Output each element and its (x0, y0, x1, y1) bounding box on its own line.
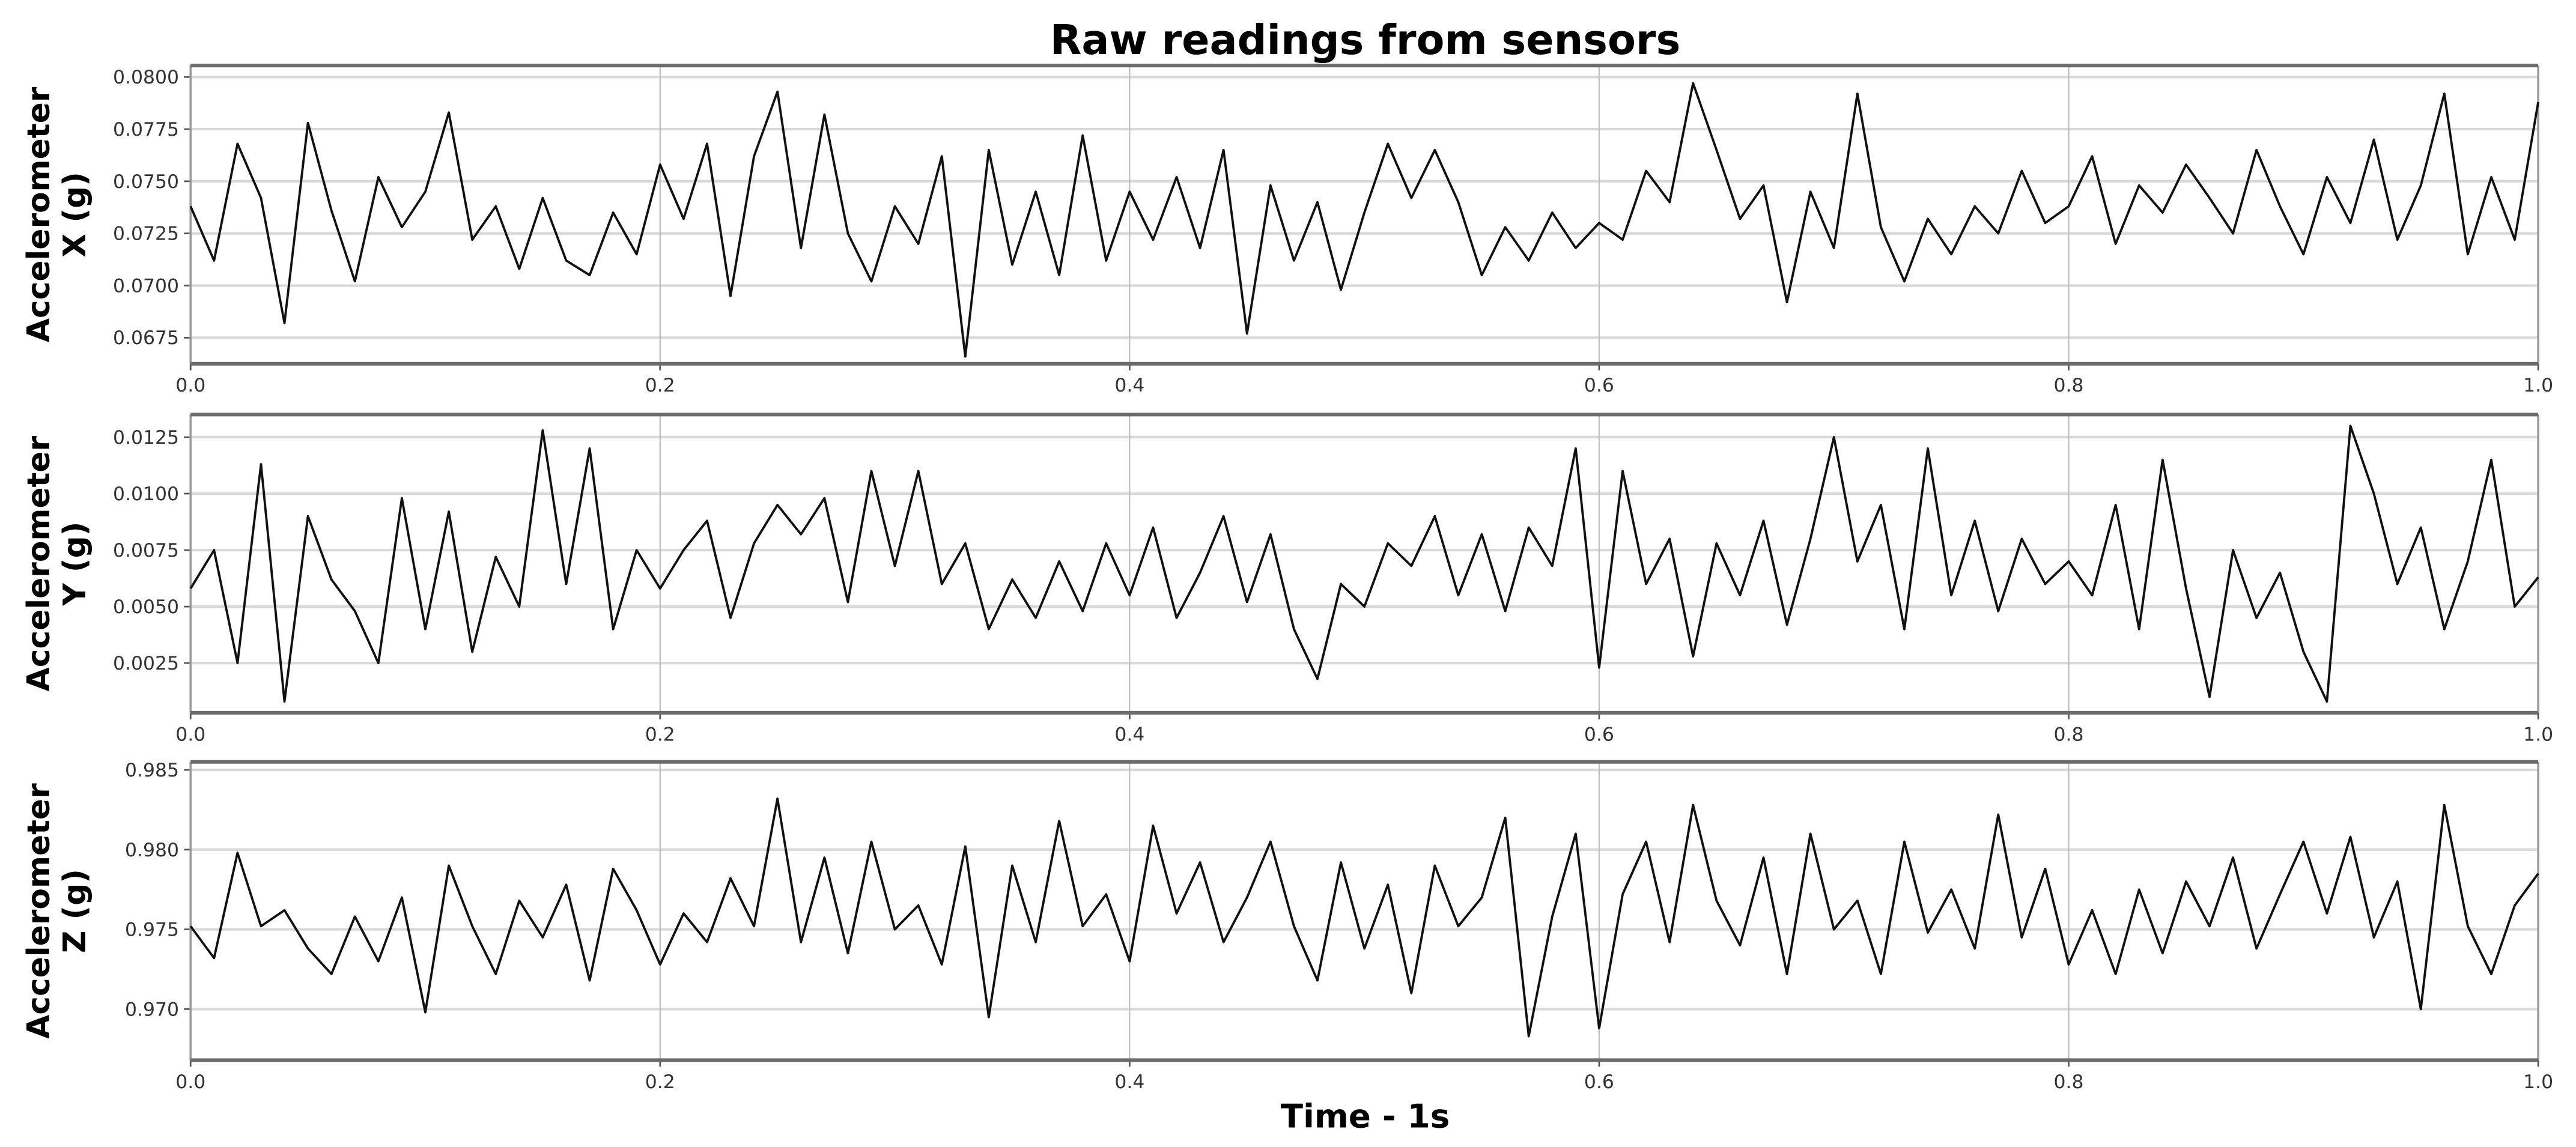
x-tick-label: 0.0 (175, 375, 205, 396)
y-axis-label: AccelerometerZ (g) (21, 783, 93, 1039)
y-tick-label: 0.985 (125, 760, 179, 781)
x-tick-label: 1.0 (2523, 724, 2553, 745)
x-tick-label: 0.2 (645, 724, 675, 745)
panel-accelerometer-x: 0.0675 0.0700 0.0725 0.0750 0.0775 0.0800 0.0 0… (21, 64, 2553, 396)
x-tick-label: 0.0 (175, 1071, 205, 1093)
y-tick-label: 0.0050 (113, 596, 179, 618)
x-tick-label: 1.0 (2523, 375, 2553, 396)
sensor-trace-line (189, 797, 2539, 1038)
x-tick-label: 0.2 (645, 1071, 675, 1093)
y-tick-label: 0.0800 (113, 67, 179, 88)
y-tick-label: 0.0750 (113, 171, 179, 193)
y-tick-label: 0.0100 (113, 483, 179, 505)
y-tick-label: 0.970 (125, 999, 179, 1020)
x-axis-label: Time - 1s (1281, 1097, 1450, 1135)
chart-title: Raw readings from sensors (1050, 17, 1681, 64)
x-tick-label: 0.4 (1114, 1071, 1144, 1093)
y-tick-label: 0.0775 (113, 119, 179, 141)
panel-accelerometer-z: 0.970 0.975 0.980 0.985 0.0 0.2 0.4 0.6 0.8 1.0 Ac… (21, 760, 2553, 1093)
y-tick-label: 0.975 (125, 919, 179, 941)
y-axis-label: AccelerometerY (g) (21, 435, 93, 691)
x-tick-label: 1.0 (2523, 1071, 2553, 1093)
sensor-trace-line (189, 82, 2539, 358)
y-tick-label: 0.980 (125, 840, 179, 861)
y-axis-label: AccelerometerX (g) (21, 86, 93, 342)
y-tick-label: 0.0075 (113, 540, 179, 561)
x-tick-label: 0.6 (1584, 724, 1614, 745)
x-tick-label: 0.4 (1114, 724, 1144, 745)
panel-accelerometer-y: 0.0025 0.0050 0.0075 0.0100 0.0125 0.0 0.2 0.4 0… (21, 413, 2553, 745)
x-tick-label: 0.6 (1584, 1071, 1614, 1093)
y-tick-label: 0.0700 (113, 275, 179, 297)
x-tick-label: 0.8 (2054, 1071, 2084, 1093)
y-tick-label: 0.0675 (113, 327, 179, 349)
x-tick-label: 0.4 (1114, 375, 1144, 396)
sensor-trace-line (189, 425, 2539, 703)
x-tick-label: 0.8 (2054, 375, 2084, 396)
y-tick-label: 0.0125 (113, 427, 179, 449)
y-tick-label: 0.0025 (113, 653, 179, 674)
y-tick-label: 0.0725 (113, 223, 179, 245)
x-tick-label: 0.6 (1584, 375, 1614, 396)
x-tick-label: 0.0 (175, 724, 205, 745)
x-tick-label: 0.2 (645, 375, 675, 396)
x-tick-label: 0.8 (2054, 724, 2084, 745)
